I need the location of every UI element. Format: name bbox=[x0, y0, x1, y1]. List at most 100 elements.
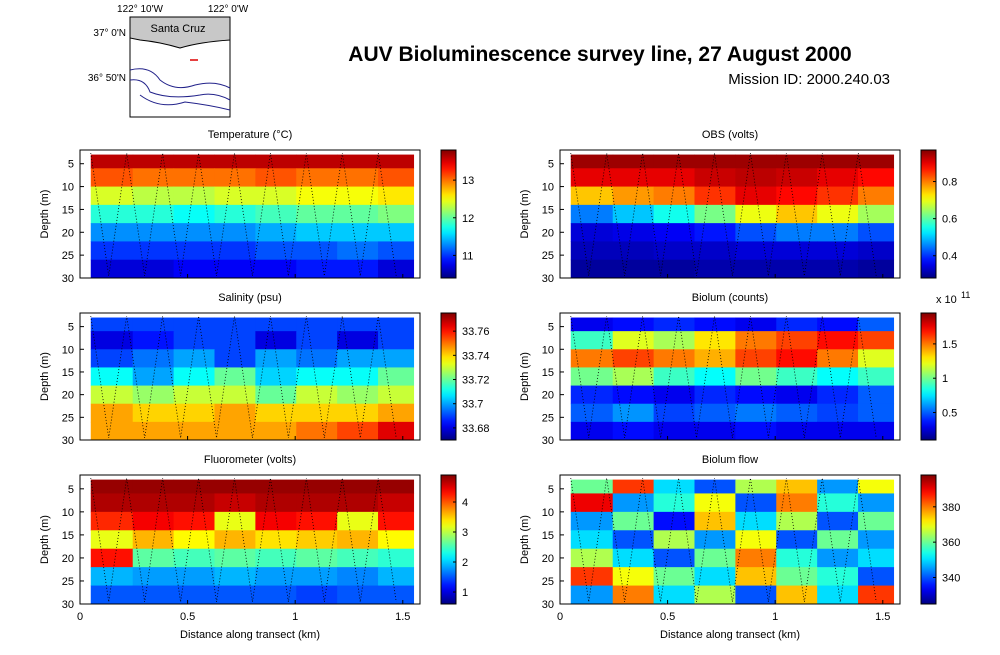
panel-title: Temperature (°C) bbox=[208, 129, 292, 141]
field-cell bbox=[296, 585, 338, 605]
field-cell bbox=[173, 385, 215, 405]
y-tick-label: 15 bbox=[542, 367, 554, 379]
field-cell bbox=[694, 567, 736, 587]
y-tick-label: 5 bbox=[68, 159, 74, 171]
colorbar-tick-label: 1.5 bbox=[942, 339, 957, 351]
field-cell bbox=[255, 548, 297, 568]
field-cell bbox=[612, 421, 655, 441]
field-cell bbox=[735, 385, 777, 405]
field-cell bbox=[735, 168, 777, 188]
field-cell bbox=[214, 223, 256, 242]
field-cell bbox=[776, 186, 818, 206]
colorbar-tick-label: 33.72 bbox=[462, 375, 490, 387]
field-cell bbox=[817, 479, 859, 494]
field-cell bbox=[337, 317, 379, 332]
field-cell bbox=[378, 479, 415, 494]
field-cell bbox=[858, 548, 895, 568]
field-cell bbox=[173, 493, 215, 513]
field-cell bbox=[653, 241, 695, 261]
field-cell bbox=[214, 548, 256, 568]
field-cell bbox=[858, 511, 895, 531]
field-cell bbox=[735, 154, 777, 169]
field-cell bbox=[776, 367, 818, 387]
y-axis-label: Depth (m) bbox=[519, 515, 531, 564]
field-cell bbox=[337, 479, 379, 494]
field-cell bbox=[90, 223, 134, 242]
x-tick-label: 0.5 bbox=[660, 611, 675, 623]
y-tick-label: 10 bbox=[62, 182, 74, 194]
field-cell bbox=[817, 367, 859, 387]
field-cell bbox=[90, 349, 134, 368]
x-axis-label: Distance along transect (km) bbox=[660, 629, 800, 641]
field-cell bbox=[378, 186, 415, 206]
y-tick-label: 30 bbox=[62, 599, 74, 611]
field-cell bbox=[296, 511, 338, 531]
y-tick-label: 10 bbox=[62, 507, 74, 519]
field-cell bbox=[694, 530, 736, 550]
field-cell bbox=[694, 548, 736, 568]
field-cell bbox=[173, 241, 215, 261]
field-cell bbox=[817, 421, 859, 441]
x-tick-label: 1 bbox=[292, 611, 298, 623]
y-tick-label: 25 bbox=[62, 576, 74, 588]
field-cell bbox=[132, 585, 175, 605]
colorbar bbox=[920, 312, 937, 441]
field-cell bbox=[214, 567, 256, 587]
field-cell bbox=[132, 511, 175, 531]
field-cell bbox=[817, 154, 859, 169]
y-tick-label: 10 bbox=[542, 507, 554, 519]
field-cell bbox=[337, 548, 379, 568]
field-cell bbox=[378, 548, 415, 568]
field-cell bbox=[255, 259, 297, 279]
field-cell bbox=[255, 204, 297, 224]
panel-title: Biolum (counts) bbox=[692, 292, 768, 304]
field-cell bbox=[694, 186, 736, 206]
y-tick-label: 15 bbox=[62, 204, 74, 216]
field-cell bbox=[90, 168, 134, 188]
y-tick-label: 25 bbox=[542, 250, 554, 262]
field-cell bbox=[255, 403, 297, 423]
field-cell bbox=[694, 154, 736, 169]
field-cell bbox=[612, 385, 655, 405]
field-cell bbox=[735, 421, 777, 441]
field-cell bbox=[90, 367, 134, 387]
field-cell bbox=[694, 479, 736, 494]
field-cell bbox=[337, 367, 379, 387]
colorbar-tick-label: 12 bbox=[462, 213, 474, 225]
field-cell bbox=[858, 385, 895, 405]
colorbar bbox=[440, 312, 457, 441]
colorbar-tick-label: 11 bbox=[462, 250, 473, 262]
field-cell bbox=[858, 530, 895, 550]
field-cell bbox=[735, 331, 777, 350]
field-cell bbox=[378, 385, 415, 405]
field-cell bbox=[132, 241, 175, 261]
field-cell bbox=[858, 331, 895, 350]
field-cell bbox=[296, 530, 338, 550]
colorbar-tick-label: 4 bbox=[462, 497, 468, 509]
field-cell bbox=[570, 168, 614, 188]
field-cell bbox=[255, 385, 297, 405]
field-cell bbox=[90, 154, 134, 169]
x-axis-label: Distance along transect (km) bbox=[180, 629, 320, 641]
field-cell bbox=[735, 548, 777, 568]
y-tick-label: 20 bbox=[542, 553, 554, 565]
axes-frame bbox=[559, 312, 901, 441]
field-cell bbox=[337, 186, 379, 206]
field-cell bbox=[653, 511, 695, 531]
field-cell bbox=[817, 241, 859, 261]
field-cell bbox=[694, 585, 736, 605]
panel-title: Salinity (psu) bbox=[218, 292, 282, 304]
y-tick-label: 20 bbox=[62, 553, 74, 565]
field-cell bbox=[173, 204, 215, 224]
field-cell bbox=[378, 403, 415, 423]
field-cell bbox=[858, 317, 895, 332]
field-cell bbox=[173, 403, 215, 423]
field-cell bbox=[694, 511, 736, 531]
field-cell bbox=[817, 567, 859, 587]
y-tick-label: 15 bbox=[542, 530, 554, 542]
field-cell bbox=[612, 186, 655, 206]
y-tick-label: 25 bbox=[62, 250, 74, 262]
field-cell bbox=[735, 241, 777, 261]
field-cell bbox=[90, 479, 134, 494]
auv-track bbox=[570, 315, 877, 439]
